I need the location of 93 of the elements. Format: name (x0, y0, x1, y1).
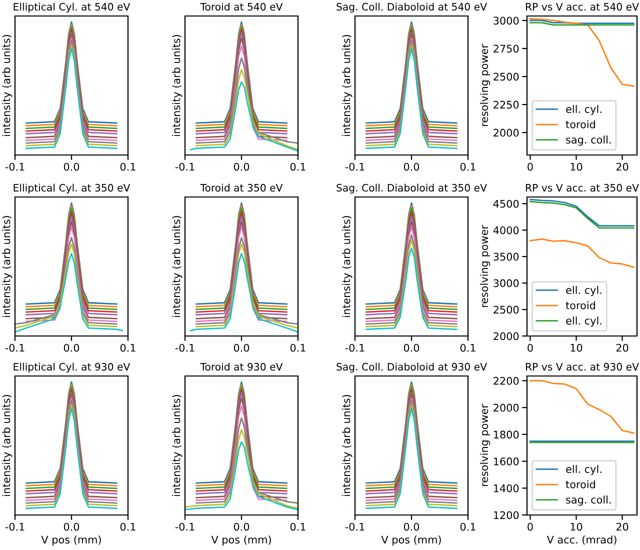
x-tick-label: 10 (570, 522, 582, 531)
x-tick-label: 0.0 (234, 344, 250, 352)
x-tick-label: 0.0 (404, 344, 420, 352)
y-axis-title: intensity (arb units) (2, 34, 12, 136)
y-tick-label: 1600 (494, 458, 519, 466)
x-tick-label: 10 (570, 162, 582, 171)
y-axis-title: intensity (arb units) (172, 394, 182, 496)
x-tick-label: 0.0 (234, 162, 250, 171)
y-tick-label: 3000 (494, 16, 519, 25)
legend-label: sag. coll. (566, 136, 611, 146)
chart-title: Sag. Coll. Diaboloid at 350 eV (336, 184, 487, 194)
y-tick-label: 1800 (494, 430, 519, 439)
legend-label: toroid (566, 120, 595, 128)
y-tick-label: 2250 (494, 100, 519, 109)
x-axis-title: V pos (mm) (381, 536, 441, 546)
x-tick-label: -0.1 (175, 344, 194, 352)
x-tick-label: -0.1 (5, 522, 24, 531)
chart-title: RP vs V acc. at 930 eV (526, 362, 639, 371)
legend-label: toroid (566, 480, 595, 488)
y-tick-label: 2000 (494, 332, 519, 340)
chart-title: RP vs V acc. at 540 eV (526, 2, 639, 11)
x-tick-label: 0.0 (404, 522, 420, 531)
x-tick-label: -0.1 (175, 162, 194, 171)
x-tick-label: -0.1 (175, 522, 194, 531)
legend-label: ell. cyl. (566, 464, 602, 476)
legend-label: toroid (566, 301, 595, 310)
y-tick-label: 2000 (494, 128, 519, 137)
y-axis-title: intensity (arb units) (172, 216, 182, 317)
x-tick-label: -0.1 (5, 162, 24, 171)
chart-title: Toroid at 930 eV (200, 362, 283, 371)
x-tick-label: 0.0 (64, 162, 80, 171)
x-tick-label: 10 (570, 344, 582, 352)
legend-label: ell. cyl. (566, 286, 602, 296)
legend-label: ell. cyl. (566, 316, 602, 327)
y-tick-label: 2500 (494, 72, 519, 81)
y-axis-title: resolving power (480, 225, 490, 308)
y-axis-title: intensity (arb units) (2, 394, 12, 496)
x-tick-label: 0.1 (120, 522, 136, 531)
chart-title: Elliptical Cyl. at 930 eV (14, 362, 130, 373)
x-tick-label: -0.1 (345, 344, 364, 352)
x-tick-label: 0.0 (404, 162, 420, 171)
x-axis-title: V acc. (mrad) (546, 536, 616, 545)
y-tick-label: 2000 (494, 404, 519, 412)
y-tick-label: 3000 (494, 279, 519, 288)
chart-title: Sag. Coll. Diaboloid at 930 eV (336, 362, 487, 373)
y-tick-label: 2200 (494, 376, 519, 385)
x-tick-label: 0.0 (64, 344, 80, 352)
y-axis-title: intensity (arb units) (172, 34, 182, 136)
x-tick-label: 0.1 (460, 162, 476, 171)
x-tick-label: 0.1 (120, 162, 136, 171)
x-tick-label: 20 (616, 344, 628, 352)
y-axis-title: intensity (arb units) (342, 34, 352, 136)
x-tick-label: 0.1 (290, 344, 306, 352)
line-series (530, 18, 634, 87)
x-tick-label: -0.1 (5, 344, 24, 352)
y-tick-label: 4000 (493, 226, 519, 234)
y-tick-label: 3500 (494, 252, 519, 261)
legend-label: ell. cyl. (566, 104, 602, 116)
chart-title: Toroid at 540 eV (200, 2, 283, 11)
x-tick-label: 20 (616, 162, 628, 171)
chart-title: Toroid at 350 eV (200, 184, 283, 192)
chart-title: Sag. Coll. Diaboloid at 540 eV (336, 2, 487, 13)
x-tick-label: 0 (528, 522, 533, 531)
y-axis-title: intensity (arb units) (342, 394, 352, 496)
x-tick-label: 0.0 (64, 522, 80, 531)
chart-title: Elliptical Cyl. at 350 eV (14, 184, 130, 194)
x-tick-label: 20 (616, 522, 628, 531)
chart-title: RP vs V acc. at 350 eV (526, 184, 639, 192)
y-axis-title: intensity (arb units) (2, 216, 12, 317)
y-tick-label: 1200 (494, 511, 519, 520)
x-tick-label: 0.1 (460, 522, 476, 531)
y-axis-title: resolving power (480, 44, 490, 126)
x-tick-label: 0 (528, 344, 533, 352)
y-tick-label: 4500 (493, 200, 519, 208)
x-axis-title: V pos (mm) (41, 536, 101, 546)
x-tick-label: -0.1 (345, 162, 364, 171)
x-tick-label: 0.1 (460, 344, 476, 352)
x-tick-label: 0.0 (234, 522, 250, 531)
x-tick-label: 0 (528, 162, 533, 171)
y-axis-title: intensity (arb units) (342, 216, 352, 317)
line-series (530, 380, 634, 434)
line-series (530, 238, 634, 268)
y-tick-label: 2750 (494, 44, 519, 53)
x-tick-label: -0.1 (345, 522, 364, 531)
x-tick-label: 0.1 (290, 522, 306, 531)
x-tick-label: 0.1 (290, 162, 306, 171)
x-axis-title: V pos (mm) (211, 536, 271, 546)
y-tick-label: 1400 (494, 484, 519, 492)
y-axis-title: resolving power (480, 404, 490, 486)
legend-label: sag. coll. (566, 496, 611, 506)
x-tick-label: 0.1 (120, 344, 136, 352)
chart-title: Elliptical Cyl. at 540 eV (14, 2, 130, 13)
y-tick-label: 2500 (494, 306, 519, 314)
